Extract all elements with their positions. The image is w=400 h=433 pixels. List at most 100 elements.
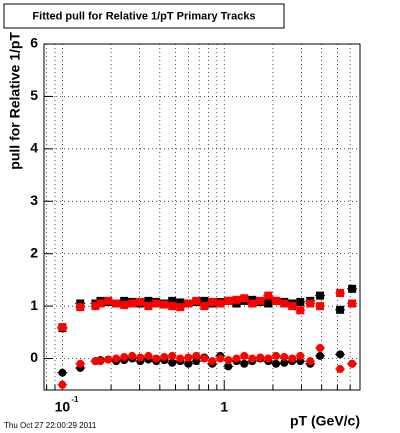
data-point	[279, 352, 290, 361]
y-tick-label: 3	[30, 192, 38, 208]
data-point	[239, 351, 250, 360]
marker	[272, 359, 281, 368]
marker	[306, 299, 315, 308]
marker	[168, 358, 177, 367]
data-point	[191, 296, 202, 305]
marker	[316, 344, 325, 353]
marker	[112, 354, 121, 363]
marker	[306, 357, 315, 366]
data-point	[183, 299, 194, 308]
marker	[168, 296, 177, 305]
marker	[192, 296, 201, 305]
data-point	[223, 362, 234, 371]
data-point	[207, 357, 218, 366]
y-tick-label: 2	[30, 244, 38, 260]
marker	[248, 354, 257, 363]
marker	[184, 359, 193, 368]
marker	[120, 296, 129, 305]
data-point	[183, 353, 194, 362]
marker	[144, 296, 153, 305]
data-point	[215, 299, 226, 308]
data-point	[231, 295, 242, 304]
data-point	[295, 306, 306, 315]
x-tick-label: 10	[55, 399, 71, 415]
marker	[280, 352, 289, 361]
marker	[76, 359, 85, 368]
x-tick-label: 1	[220, 399, 228, 415]
data-point	[57, 368, 68, 377]
marker	[264, 354, 273, 363]
marker	[168, 351, 177, 360]
marker	[296, 306, 305, 315]
marker	[216, 354, 225, 363]
data-point	[143, 351, 154, 360]
marker	[91, 302, 100, 311]
y-tick-label: 6	[30, 35, 38, 51]
marker	[192, 351, 201, 360]
data-point	[335, 365, 346, 374]
marker	[200, 302, 209, 311]
data-point	[75, 303, 86, 312]
data-point	[223, 296, 234, 305]
data-point	[315, 291, 326, 300]
marker	[240, 294, 249, 303]
y-tick-label: 1	[30, 297, 38, 313]
marker	[208, 357, 217, 366]
data-point	[167, 302, 178, 311]
data-point	[127, 351, 138, 360]
y-tick-label: 0	[30, 349, 38, 365]
marker	[200, 354, 209, 363]
data-point	[215, 354, 226, 363]
data-point	[175, 298, 186, 307]
marker	[184, 353, 193, 362]
data-point	[175, 303, 186, 312]
marker	[136, 353, 145, 362]
marker	[248, 299, 257, 308]
data-point	[263, 354, 274, 363]
marker	[184, 299, 193, 308]
marker	[120, 352, 129, 361]
y-tick-label: 4	[30, 140, 38, 156]
x-axis-label: pT (GeV/c)	[290, 413, 360, 429]
marker	[176, 354, 185, 363]
marker	[336, 365, 345, 374]
data-point	[207, 297, 218, 306]
data-point	[263, 291, 274, 300]
data-point	[159, 352, 170, 361]
marker	[144, 351, 153, 360]
data-point	[191, 351, 202, 360]
marker	[128, 299, 137, 308]
marker	[256, 353, 265, 362]
marker	[348, 284, 357, 293]
data-point	[231, 354, 242, 363]
data-point	[271, 296, 282, 305]
data-point	[239, 359, 250, 368]
marker	[272, 296, 281, 305]
data-point	[335, 350, 346, 359]
marker	[280, 358, 289, 367]
marker	[240, 359, 249, 368]
marker	[240, 351, 249, 360]
chart-title: Fitted pull for Relative 1/pT Primary Tr…	[32, 10, 255, 22]
data-point	[143, 302, 154, 311]
marker	[224, 362, 233, 371]
marker	[136, 297, 145, 306]
data-point	[347, 299, 358, 308]
marker	[58, 380, 67, 389]
marker	[232, 354, 241, 363]
data-point	[57, 323, 68, 332]
data-point	[167, 351, 178, 360]
data-point	[247, 354, 258, 363]
marker	[96, 357, 105, 366]
marker	[200, 296, 209, 305]
data-point	[159, 300, 170, 309]
data-point	[135, 297, 146, 306]
data-point	[295, 297, 306, 306]
data-point	[295, 351, 306, 360]
data-point	[247, 299, 258, 308]
data-point	[111, 354, 122, 363]
marker	[272, 351, 281, 360]
marker	[176, 303, 185, 312]
